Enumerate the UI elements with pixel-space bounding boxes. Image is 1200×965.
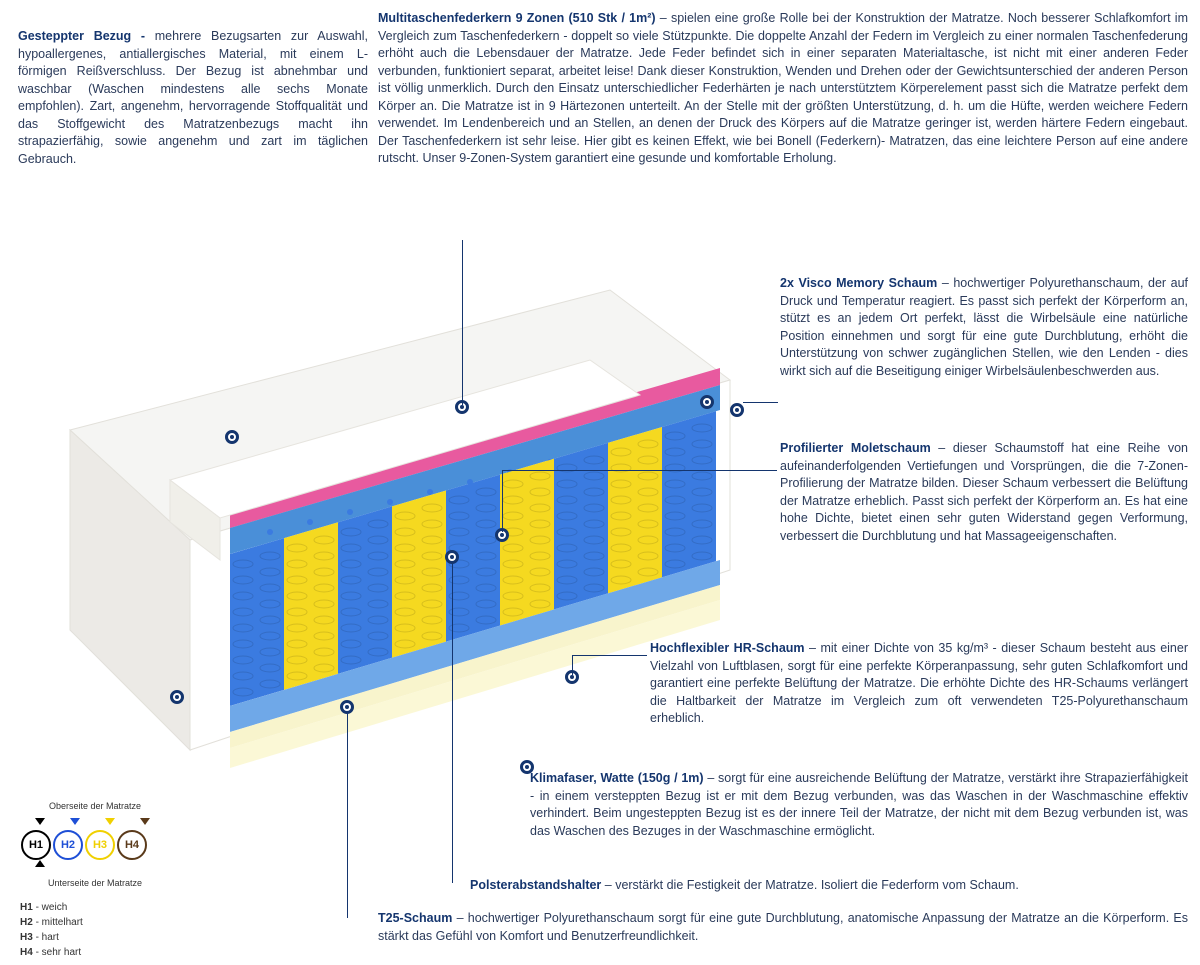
marker-visco-2 (730, 403, 744, 417)
legend-bottom-label: Unterseite der Matratze (20, 877, 170, 890)
legend-key-h3: H3 - hart (20, 931, 170, 945)
legend-circle-h3: H3 (85, 830, 115, 860)
section-bezug: Gesteppter Bezug - mehrere Bezugsarten z… (18, 28, 368, 168)
t25-title: T25-Schaum (378, 911, 457, 925)
legend-arrows-bottom (20, 860, 170, 875)
molet-title: Profilierter Moletschaum (780, 441, 938, 455)
bezug-text: mehrere Bezugsarten zur Auswahl, hypoall… (18, 29, 368, 166)
section-molet: Profilierter Moletschaum – dieser Schaum… (780, 440, 1188, 545)
legend-key: H1 - weichH2 - mittelhartH3 - hartH4 - s… (20, 901, 170, 960)
lead-federkern (462, 240, 463, 405)
marker-t25 (340, 700, 354, 714)
section-visco: 2x Visco Memory Schaum – hochwertiger Po… (780, 275, 1188, 380)
section-polster: Polsterabstandshalter – verstärkt die Fe… (470, 877, 1188, 895)
legend-arrows-top (20, 815, 170, 830)
lead-molet-h (502, 470, 777, 471)
marker-klima (520, 760, 534, 774)
legend-key-h2: H2 - mittelhart (20, 916, 170, 930)
t25-text: – hochwertiger Polyurethanschaum sorgt f… (378, 911, 1188, 943)
polster-title: Polsterabstandshalter (470, 878, 605, 892)
klima-title: Klimafaser, Watte (150g / 1m) (530, 771, 707, 785)
molet-text: – dieser Schaumstoff hat eine Reihe von … (780, 441, 1188, 543)
marker-side (170, 690, 184, 704)
mattress-diagram (10, 250, 750, 770)
visco-text: – hochwertiger Polyurethanschaum, der au… (780, 276, 1188, 378)
legend-key-h4: H4 - sehr hart (20, 946, 170, 960)
lead-hr-v (572, 655, 573, 675)
legend-circles: H1H2H3H4 (20, 830, 170, 860)
legend-top-label: Oberseite der Matratze (20, 800, 170, 813)
section-t25: T25-Schaum – hochwertiger Polyurethansch… (378, 910, 1188, 945)
federkern-text: – spielen eine große Rolle bei der Konst… (378, 11, 1188, 165)
lead-molet-v (502, 470, 503, 532)
hardness-legend: Oberseite der Matratze H1H2H3H4 Untersei… (20, 800, 170, 960)
legend-circle-h4: H4 (117, 830, 147, 860)
marker-polster (445, 550, 459, 564)
marker-bezug (225, 430, 239, 444)
legend-circle-h1: H1 (21, 830, 51, 860)
bezug-title: Gesteppter Bezug - (18, 29, 155, 43)
polster-text: – verstärkt die Festigkeit der Matratze.… (605, 878, 1019, 892)
lead-polster-v (452, 563, 453, 883)
section-klima: Klimafaser, Watte (150g / 1m) – sorgt fü… (530, 770, 1188, 840)
lead-t25-v (347, 713, 348, 918)
section-federkern: Multitaschenfederkern 9 Zonen (510 Stk /… (378, 10, 1188, 168)
legend-key-h1: H1 - weich (20, 901, 170, 915)
legend-circle-h2: H2 (53, 830, 83, 860)
lead-visco (743, 402, 778, 403)
visco-title: 2x Visco Memory Schaum (780, 276, 942, 290)
lead-klima (527, 773, 528, 774)
federkern-title: Multitaschenfederkern 9 Zonen (510 Stk /… (378, 11, 660, 25)
marker-visco-1 (700, 395, 714, 409)
lead-hr-h (572, 655, 647, 656)
